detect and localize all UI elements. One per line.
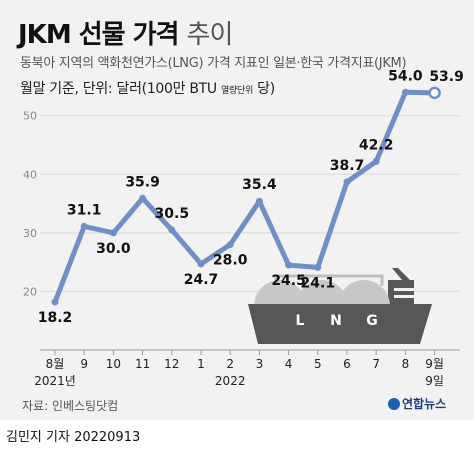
- data-point: [314, 263, 322, 271]
- data-label: 35.9: [125, 174, 160, 190]
- x-year-label: 2022: [215, 374, 246, 388]
- data-point: [168, 226, 176, 234]
- data-label: 28.0: [213, 253, 248, 269]
- x-tick-label: 12: [164, 357, 179, 371]
- x-tick-label: 5: [314, 357, 322, 371]
- series-jkm: 18.2 31.1 30.0 35.9 30.5 24.7 28.0 35.4 24.524.1…: [38, 68, 464, 326]
- x-tick-label: 4: [285, 357, 293, 371]
- data-point: [226, 241, 234, 249]
- ship-bridge-window: [394, 288, 414, 291]
- ship-tank: [254, 280, 306, 306]
- logo-text: 연합뉴스: [402, 397, 447, 411]
- x-tick-label: 8: [402, 357, 410, 371]
- x-tick-label: 2: [226, 357, 234, 371]
- y-tick-label: 40: [23, 168, 37, 181]
- ship-letter-g: G: [366, 313, 378, 329]
- x-tick-label: 11: [135, 357, 150, 371]
- lng-ship-illustration: L N G: [248, 268, 432, 344]
- data-label: 35.4: [242, 177, 277, 193]
- x-tick-label: 9: [80, 357, 88, 371]
- ship-bridge-window: [394, 295, 414, 298]
- x-tick-label: 8월: [46, 357, 65, 371]
- ship-letter-l: L: [296, 313, 305, 329]
- yonhap-logo: 연합뉴스: [388, 395, 446, 412]
- title-bold: JKM 선물 가격: [18, 20, 179, 50]
- x-tick-label: 3: [256, 357, 264, 371]
- data-point: [372, 157, 380, 165]
- data-point: [401, 88, 409, 96]
- unit-end: 당): [257, 81, 275, 97]
- grid-lines: 20 30 40 50: [23, 110, 460, 351]
- chart-subtitle: 동북아 지역의 액화천연가스(LNG) 가격 지표인 일본·한국 가격지표(JK…: [20, 56, 407, 71]
- y-tick-label: 20: [23, 285, 37, 298]
- ship-mast: [392, 268, 410, 280]
- ship-hull: [248, 304, 432, 344]
- ship-bridge: [388, 280, 414, 308]
- data-label: 38.7: [330, 158, 365, 174]
- data-point: [80, 222, 88, 230]
- x-tick-label: 9월: [425, 357, 444, 371]
- data-label: 53.9: [429, 69, 464, 85]
- data-label: 30.5: [155, 206, 190, 222]
- ship-tank: [338, 280, 390, 306]
- data-label: 24.5: [271, 273, 306, 289]
- data-label: 30.0: [96, 241, 131, 257]
- data-label: 31.1: [67, 202, 102, 218]
- y-tick-label: 30: [23, 227, 37, 240]
- x-year-label: 9일: [425, 374, 444, 388]
- data-point: [285, 261, 293, 269]
- x-year-label: 2021년: [34, 374, 76, 388]
- y-tick-label: 50: [23, 110, 37, 123]
- data-label: 54.0: [388, 68, 423, 84]
- unit-note: 월말 기준, 단위: 달러(100만 BTU 열량단위 당): [20, 78, 275, 98]
- unit-small: 열량단위: [221, 86, 253, 96]
- x-tick-label: 10: [106, 357, 121, 371]
- data-label: 24.1: [301, 275, 336, 291]
- unit-main: 월말 기준, 단위: 달러(100만 BTU: [20, 81, 217, 97]
- ship-tank: [296, 280, 348, 306]
- data-point: [428, 86, 441, 100]
- data-point: [197, 260, 205, 268]
- source-note: 자료: 인베스팅닷컴: [22, 399, 119, 413]
- data-point: [139, 194, 147, 202]
- data-point: [255, 197, 263, 205]
- chart-title: JKM 선물 가격 추이: [18, 14, 234, 51]
- x-tick-label: 6: [343, 357, 351, 371]
- series-line: [52, 89, 438, 305]
- data-label: 42.2: [359, 137, 394, 153]
- data-label: 24.7: [184, 272, 219, 288]
- x-tick-label: 1: [197, 357, 205, 371]
- data-point: [51, 298, 59, 306]
- data-point: [109, 229, 117, 237]
- data-label: 18.2: [38, 310, 73, 326]
- x-tick-label: 7: [372, 357, 380, 371]
- logo-mark-icon: [388, 398, 400, 410]
- ship-letter-n: N: [330, 313, 342, 329]
- data-point: [343, 178, 351, 186]
- byline: 김민지 기자 20220913: [6, 430, 141, 445]
- title-light: 추이: [186, 20, 234, 50]
